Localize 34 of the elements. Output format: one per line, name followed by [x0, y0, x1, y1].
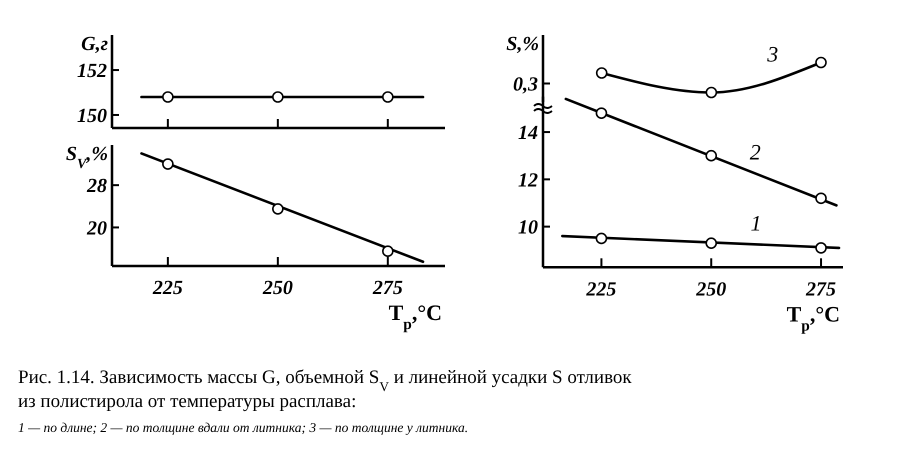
series-label: 2	[750, 139, 761, 164]
x-tick-label: 225	[585, 278, 616, 300]
y-axis-title: S,%	[506, 33, 539, 55]
y-tick-label: 152	[77, 60, 107, 82]
point	[596, 232, 608, 244]
series-label: 3	[766, 42, 778, 67]
point	[815, 192, 827, 204]
x-tick-label: 225	[152, 277, 183, 299]
text: 0,3	[513, 74, 538, 96]
point	[705, 150, 718, 162]
x-tick-label: 250	[695, 278, 726, 300]
y-tick-label: 20	[86, 217, 107, 240]
text: Рис. 1.14. Зависимость массы G, объемной S$_{V}$ и линейной усадки S отливок	[18, 367, 632, 394]
point	[162, 158, 174, 170]
y-axis-title: S$_{V}$,%	[66, 143, 108, 172]
y-tick-label: 28	[86, 175, 107, 198]
point	[815, 242, 827, 254]
y-tick-label: 150	[77, 104, 107, 127]
x-axis-title: T$_{р}$,°C	[388, 300, 442, 332]
x-tick-label: 275	[805, 278, 836, 300]
text: из полистирола от температуры расплава:	[18, 391, 356, 412]
series-label: 1	[750, 210, 762, 236]
y-tick-label: 10	[518, 216, 538, 239]
point	[705, 237, 718, 249]
point	[596, 107, 608, 119]
x-tick-label: 275	[372, 277, 403, 299]
x-tick-label: 250	[262, 277, 293, 299]
text: 1 — по длине; 2 — по толщине вдали от литника; 3 — по толщине у литника.	[18, 420, 468, 435]
x-axis-title: T$_{р}$,°C	[786, 301, 840, 334]
point	[272, 203, 284, 215]
y-tick-label: 14	[518, 122, 538, 144]
y-tick-label: 12	[518, 169, 538, 192]
y-axis-title: G,г	[81, 33, 108, 55]
point	[382, 245, 394, 258]
